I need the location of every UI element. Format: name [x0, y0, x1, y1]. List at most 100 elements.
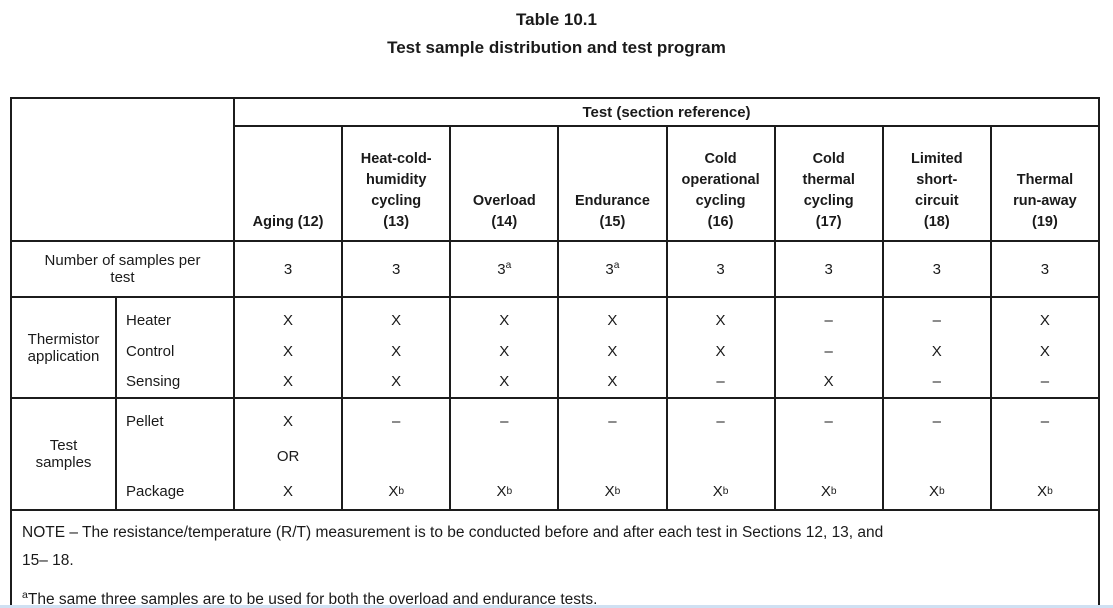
empty-slot [884, 439, 990, 474]
row-label-package: Package [126, 483, 185, 500]
matrix-cell: – [932, 373, 941, 391]
row-label-control: Control [126, 342, 175, 360]
row-label-heater: Heater [126, 311, 172, 329]
col-header-endurance: Endurance (15) [557, 125, 668, 242]
thermistor-cells-endurance: X X X [557, 296, 668, 399]
empty-slot [668, 439, 774, 474]
matrix-cell: – [716, 413, 725, 430]
samples-count-cell: 3 [989, 240, 1101, 298]
group-label-thermistor-application: Thermistor application [10, 296, 117, 399]
thermistor-row-labels: Heater Control Sensing [115, 296, 235, 399]
matrix-cell: – [1040, 373, 1050, 391]
matrix-cell: X [391, 373, 402, 391]
screenshot-edge-artifact [0, 605, 1113, 608]
matrix-cell: – [608, 413, 617, 430]
thermistor-cells-cold-operational: X X – [665, 296, 776, 399]
matrix-cell: – [716, 373, 725, 391]
matrix-cell: X [1039, 342, 1050, 360]
matrix-cell: – [824, 311, 833, 329]
matrix-cell: X [391, 342, 402, 360]
row-label-sensing: Sensing [126, 373, 181, 391]
table-number-title: Table 10.1 [516, 10, 597, 29]
matrix-cell: X [499, 342, 510, 360]
samples-count-cell: 3 [881, 240, 992, 298]
matrix-cell: – [392, 413, 401, 430]
matrix-cell: – [824, 413, 833, 430]
empty-slot [117, 439, 233, 474]
row-label-number-of-samples: Number of samples per test [10, 240, 235, 298]
matrix-cell: X [607, 311, 618, 329]
matrix-cell: X [931, 342, 942, 360]
col-header-heat-cold-humidity-cycling: Heat-cold- humidity cycling (13) [341, 125, 452, 242]
matrix-cell: X [391, 311, 402, 329]
matrix-cell: X [283, 342, 294, 360]
footnote-a: aThe same three samples are to be used f… [22, 588, 598, 608]
thermistor-cells-cold-thermal: – – X [773, 296, 884, 399]
or-cell: OR [276, 448, 300, 465]
col-header-cold-operational-cycling: Cold operational cycling (16) [665, 125, 776, 242]
corner-cell [10, 97, 235, 242]
matrix-cell: – [1040, 413, 1050, 430]
matrix-cell: X [823, 373, 834, 391]
empty-slot [343, 439, 449, 474]
empty-slot [559, 439, 665, 474]
samples-count-cell: 3 [773, 240, 884, 298]
test-program-table: Test (section reference) Aging (12) Heat… [10, 97, 1101, 608]
matrix-cell: – [932, 311, 941, 329]
empty-slot [776, 439, 882, 474]
col-header-thermal-run-away: Thermal run-away (19) [989, 125, 1101, 242]
row-label-pellet: Pellet [126, 413, 164, 430]
thermistor-cells-overload: X X X [449, 296, 560, 399]
test-samples-row-labels: Pellet Package [115, 397, 235, 511]
samples-count-cell: 3a [557, 240, 668, 298]
matrix-cell: X [283, 373, 294, 391]
test-samples-cells-aging: X OR X [232, 397, 344, 511]
matrix-cell: X [715, 311, 726, 329]
matrix-cell: X [607, 342, 618, 360]
samples-count-cell: 3 [665, 240, 776, 298]
thermistor-cells-limited-short-circuit: – X – [881, 296, 992, 399]
table-title-block: Table 10.1 Test sample distribution and … [0, 6, 1113, 62]
thermistor-cells-heat-cold: X X X [341, 296, 452, 399]
group-label-test-samples: Test samples [10, 397, 117, 511]
matrix-cell: X [715, 342, 726, 360]
col-header-aging: Aging (12) [232, 125, 344, 242]
table-subtitle: Test sample distribution and test progra… [387, 38, 726, 57]
matrix-cell: X [499, 311, 510, 329]
matrix-cell: X [607, 373, 618, 391]
matrix-cell: – [824, 342, 833, 360]
empty-slot [451, 439, 557, 474]
samples-count-cell: 3a [449, 240, 560, 298]
col-header-limited-short-circuit: Limited short- circuit (18) [881, 125, 992, 242]
matrix-cell: X [499, 373, 510, 391]
thermistor-cells-aging: X X X [232, 296, 344, 399]
matrix-cell: X [283, 413, 294, 430]
col-header-overload: Overload (14) [449, 125, 560, 242]
matrix-cell: X [1039, 311, 1050, 329]
matrix-cell: – [500, 413, 509, 430]
empty-slot [992, 439, 1098, 474]
table-note: NOTE – The resistance/temperature (R/T) … [22, 524, 884, 569]
samples-count-cell: 3 [232, 240, 344, 298]
note-cell: NOTE – The resistance/temperature (R/T) … [10, 509, 1100, 608]
samples-count-cell: 3 [341, 240, 452, 298]
test-section-reference-header: Test (section reference) [233, 97, 1100, 127]
matrix-cell: X [283, 311, 294, 329]
matrix-cell: – [932, 413, 941, 430]
thermistor-cells-thermal-run-away: X X – [989, 296, 1101, 399]
col-header-cold-thermal-cycling: Cold thermal cycling (17) [773, 125, 884, 242]
